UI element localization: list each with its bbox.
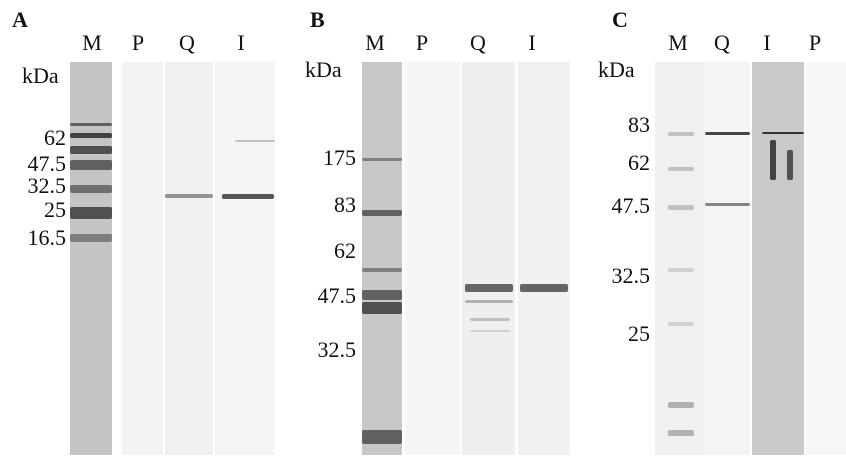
gel-band bbox=[70, 133, 112, 138]
gel-lane bbox=[705, 62, 750, 455]
unit-label: kDa bbox=[305, 57, 342, 82]
gel-band bbox=[70, 146, 112, 154]
gel-band bbox=[520, 284, 568, 292]
lane-label: I bbox=[763, 30, 770, 55]
gel-band bbox=[70, 123, 112, 126]
gel-band bbox=[465, 284, 513, 292]
marker-label: 83 bbox=[628, 112, 650, 137]
gel-band bbox=[362, 210, 402, 216]
gel-band bbox=[470, 330, 510, 332]
gel-band bbox=[362, 158, 402, 161]
gel-lane bbox=[655, 62, 705, 455]
panel-letter: A bbox=[12, 7, 28, 32]
marker-label: 62 bbox=[628, 150, 650, 175]
unit-label: kDa bbox=[598, 57, 635, 82]
marker-label: 62 bbox=[44, 125, 66, 150]
lane-label: P bbox=[809, 30, 821, 55]
gel-band bbox=[222, 194, 274, 199]
lane-label: M bbox=[365, 30, 385, 55]
gel-band bbox=[235, 140, 275, 142]
gel-lane bbox=[518, 62, 570, 455]
gel-band bbox=[362, 290, 402, 300]
gel-band bbox=[762, 132, 804, 134]
gel-band bbox=[668, 430, 694, 436]
gel-lane bbox=[122, 62, 163, 455]
gel-band bbox=[668, 322, 694, 326]
gel-band bbox=[668, 268, 694, 272]
gel-band bbox=[165, 194, 213, 198]
gel-figure: AkDaMPQI6247.532.52516.5BkDaMPQI17583624… bbox=[0, 0, 846, 459]
gel-lane bbox=[362, 62, 402, 455]
gel-band bbox=[787, 150, 793, 180]
gel-band bbox=[70, 234, 112, 242]
gel-band bbox=[668, 205, 694, 210]
gel-lane bbox=[806, 62, 846, 455]
lane-label: P bbox=[416, 30, 428, 55]
marker-label: 83 bbox=[334, 192, 356, 217]
gel-lane bbox=[405, 62, 460, 455]
panel-letter: C bbox=[612, 7, 628, 32]
gel-lane bbox=[752, 62, 804, 455]
marker-label: 16.5 bbox=[28, 225, 67, 250]
gel-lane bbox=[462, 62, 515, 455]
lane-label: M bbox=[668, 30, 688, 55]
gel-band bbox=[362, 302, 402, 314]
gel-band bbox=[668, 402, 694, 408]
gel-lane bbox=[70, 62, 112, 455]
lane-label: Q bbox=[179, 30, 195, 55]
lane-label: M bbox=[82, 30, 102, 55]
lane-label: I bbox=[237, 30, 244, 55]
gel-lane bbox=[215, 62, 275, 455]
lane-label: P bbox=[132, 30, 144, 55]
marker-label: 62 bbox=[334, 238, 356, 263]
lane-label: I bbox=[528, 30, 535, 55]
lane-label: Q bbox=[470, 30, 486, 55]
marker-label: 47.5 bbox=[612, 193, 651, 218]
marker-label: 47.5 bbox=[318, 283, 357, 308]
gel-band bbox=[770, 140, 776, 180]
panel-letter: B bbox=[310, 7, 325, 32]
marker-label: 32.5 bbox=[318, 337, 357, 362]
unit-label: kDa bbox=[22, 63, 59, 88]
marker-label: 25 bbox=[628, 321, 650, 346]
marker-label: 25 bbox=[44, 197, 66, 222]
gel-band bbox=[362, 430, 402, 444]
gel-band bbox=[470, 318, 510, 321]
gel-band bbox=[668, 132, 694, 136]
gel-band bbox=[705, 132, 750, 135]
marker-label: 175 bbox=[323, 145, 356, 170]
gel-band bbox=[70, 185, 112, 193]
gel-lane bbox=[165, 62, 213, 455]
marker-label: 32.5 bbox=[612, 263, 651, 288]
gel-band bbox=[70, 160, 112, 170]
gel-band bbox=[362, 268, 402, 272]
marker-label: 32.5 bbox=[28, 173, 67, 198]
gel-band bbox=[668, 167, 694, 171]
gel-band bbox=[70, 207, 112, 219]
gel-band bbox=[705, 203, 750, 206]
lane-label: Q bbox=[714, 30, 730, 55]
gel-band bbox=[465, 300, 513, 303]
